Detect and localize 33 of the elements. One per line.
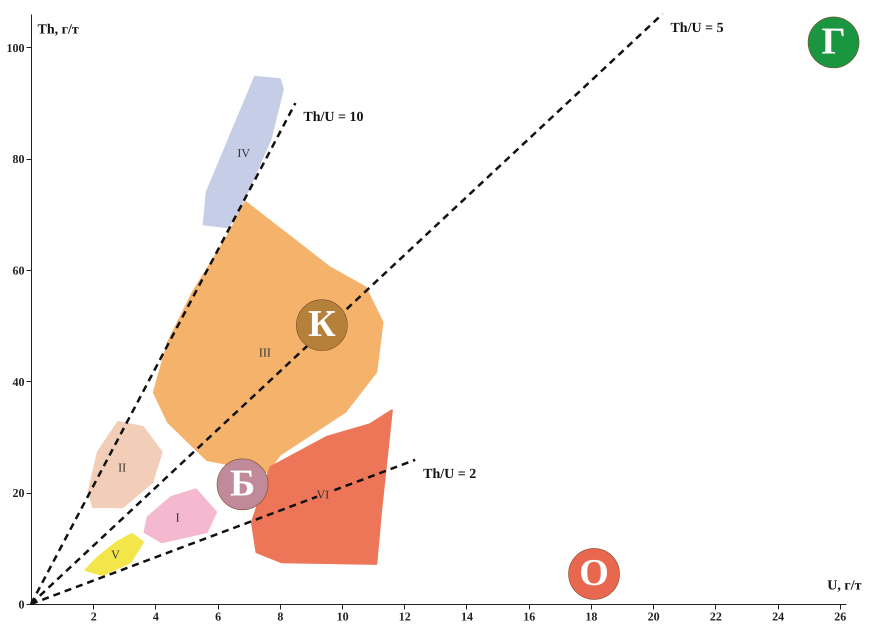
series-label: Th/U = 5	[670, 21, 724, 36]
x-tick-label: 6	[215, 610, 222, 624]
x-tick-label: 2	[90, 610, 97, 624]
y-tick-label: 100	[6, 40, 24, 55]
series-label: О	[579, 552, 609, 594]
y-tick-label: 60	[12, 264, 24, 278]
series-label: Б	[230, 462, 256, 504]
x-tick-label: 8	[277, 610, 284, 624]
x-tick-label: 20	[648, 610, 660, 624]
x-tick-label: 24	[772, 610, 784, 624]
y-axis-title: Th, г/т	[38, 22, 79, 38]
series-label: Th/U = 2	[423, 466, 476, 482]
y-tick-label: 80	[12, 152, 24, 166]
series-label: Th/U = 10	[303, 110, 364, 126]
series-label: IV	[237, 146, 250, 160]
x-tick-label: 18	[585, 610, 598, 624]
x-tick-label: 16	[523, 610, 536, 624]
x-tick-label: 4	[152, 610, 159, 624]
series-label: Г	[821, 20, 846, 62]
x-tick-label: 14	[460, 610, 473, 624]
x-tick-label: 26	[834, 610, 846, 624]
series-label: V	[111, 548, 120, 562]
series-label: III	[258, 346, 271, 360]
x-tick-label: 22	[710, 610, 722, 624]
series-label: I	[176, 510, 180, 524]
x-tick-label: 12	[398, 610, 411, 624]
x-axis-title: U, г/т	[827, 578, 862, 594]
x-tick-label: 10	[336, 610, 349, 624]
y-tick-label: 0	[18, 598, 24, 612]
series-label: К	[308, 303, 336, 346]
y-tick-label: 40	[12, 374, 24, 389]
series-label: II	[118, 460, 126, 475]
y-tick-label: 20	[12, 486, 24, 500]
